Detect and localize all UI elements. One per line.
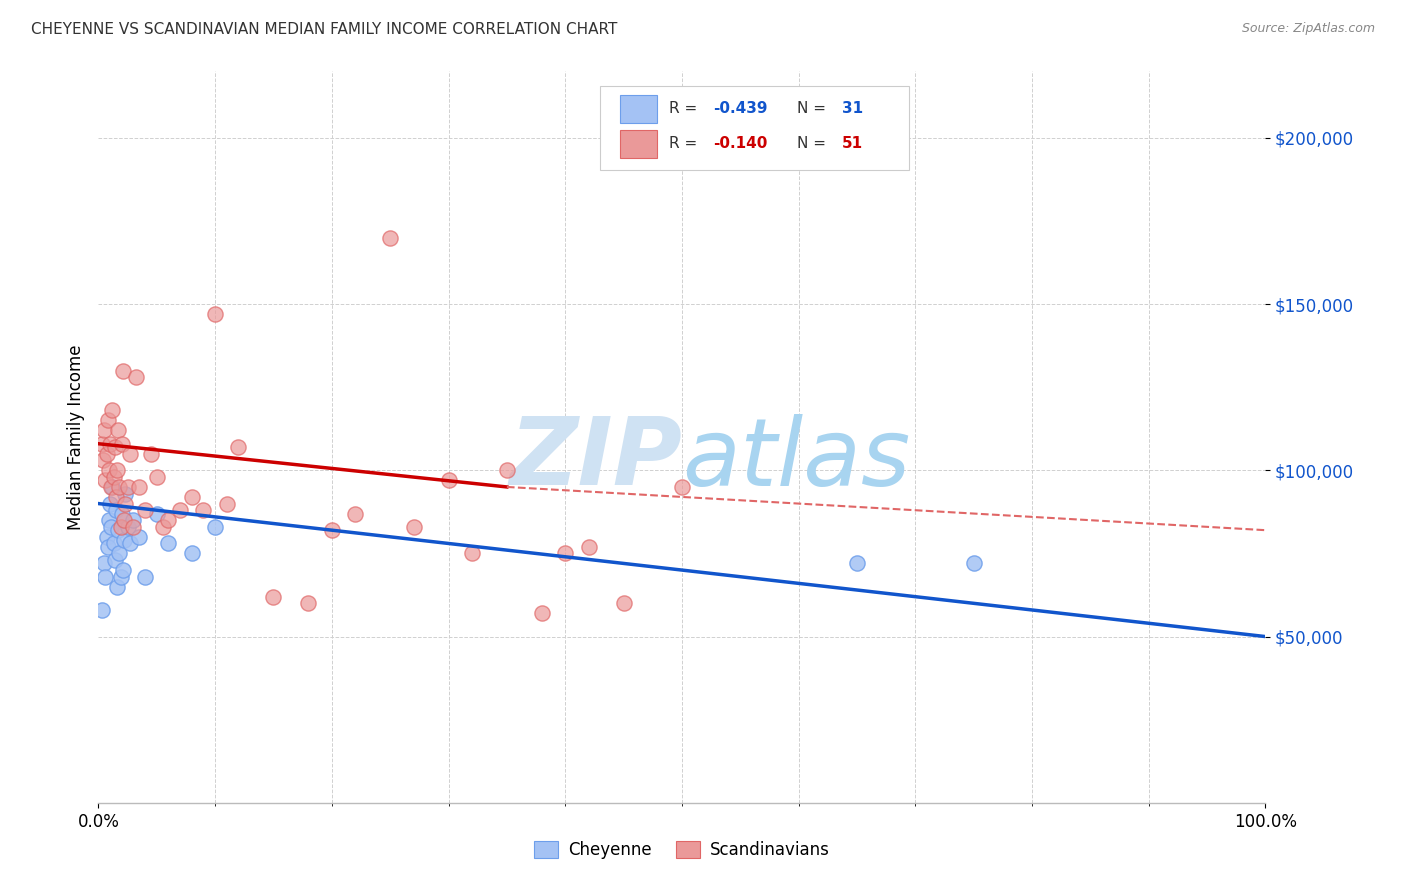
Point: [117, 520, 139, 534]
Point: [125, 370, 148, 384]
Point: [496, 463, 519, 477]
Point: [297, 596, 319, 610]
Point: [110, 570, 132, 584]
Point: [204, 520, 226, 534]
Point: [94, 473, 117, 487]
Point: [101, 403, 124, 417]
Point: [157, 536, 180, 550]
Point: [108, 546, 131, 560]
Point: [461, 546, 484, 560]
Y-axis label: Median Family Income: Median Family Income: [66, 344, 84, 530]
Point: [97, 513, 120, 527]
Point: [111, 563, 134, 577]
Point: [380, 230, 402, 244]
FancyBboxPatch shape: [600, 86, 910, 170]
Point: [104, 490, 127, 504]
Point: [110, 520, 132, 534]
Point: [180, 490, 202, 504]
Text: -0.439: -0.439: [713, 101, 768, 116]
Point: [103, 536, 125, 550]
Point: [204, 307, 226, 321]
Point: [146, 507, 169, 521]
Text: R =: R =: [669, 136, 702, 152]
Point: [846, 557, 869, 571]
Point: [101, 480, 124, 494]
Point: [157, 513, 180, 527]
Point: [107, 424, 129, 438]
Point: [111, 507, 134, 521]
Point: [93, 557, 115, 571]
Point: [122, 513, 145, 527]
Point: [100, 480, 122, 494]
Point: [262, 590, 284, 604]
Point: [112, 533, 135, 548]
Point: [671, 480, 693, 494]
Legend: Cheyenne, Scandinavians: Cheyenne, Scandinavians: [526, 833, 838, 868]
Point: [554, 546, 576, 560]
Point: [344, 507, 367, 521]
Point: [215, 497, 238, 511]
Point: [98, 497, 121, 511]
Point: [90, 436, 112, 450]
Point: [90, 603, 112, 617]
Point: [134, 503, 156, 517]
Point: [118, 447, 141, 461]
Point: [98, 436, 121, 450]
Point: [105, 463, 128, 477]
Point: [105, 580, 128, 594]
Point: [402, 520, 425, 534]
Point: [103, 470, 125, 484]
Point: [134, 570, 156, 584]
Point: [104, 553, 127, 567]
Point: [96, 447, 118, 461]
Point: [118, 536, 141, 550]
Point: [96, 530, 118, 544]
Point: [321, 523, 343, 537]
Text: atlas: atlas: [682, 414, 910, 505]
Point: [107, 523, 129, 537]
Point: [104, 440, 127, 454]
Point: [146, 470, 169, 484]
Point: [139, 447, 162, 461]
Point: [94, 570, 117, 584]
Point: [169, 503, 191, 517]
Point: [962, 557, 984, 571]
Point: [97, 540, 120, 554]
Point: [111, 363, 134, 377]
Point: [228, 440, 250, 454]
Point: [122, 520, 145, 534]
Text: ZIP: ZIP: [509, 413, 682, 505]
Point: [91, 453, 114, 467]
FancyBboxPatch shape: [620, 130, 658, 158]
Text: R =: R =: [669, 101, 702, 116]
Point: [104, 503, 127, 517]
Point: [100, 520, 122, 534]
Text: N =: N =: [797, 101, 831, 116]
Point: [93, 424, 115, 438]
Point: [152, 520, 174, 534]
Point: [108, 480, 131, 494]
Point: [613, 596, 636, 610]
Text: CHEYENNE VS SCANDINAVIAN MEDIAN FAMILY INCOME CORRELATION CHART: CHEYENNE VS SCANDINAVIAN MEDIAN FAMILY I…: [31, 22, 617, 37]
Point: [97, 463, 120, 477]
Point: [111, 436, 134, 450]
Point: [114, 486, 136, 500]
Point: [180, 546, 202, 560]
Text: 31: 31: [842, 101, 863, 116]
Point: [530, 607, 553, 621]
Point: [128, 530, 150, 544]
Point: [114, 497, 136, 511]
Text: N =: N =: [797, 136, 831, 152]
Point: [112, 513, 135, 527]
Point: [97, 413, 120, 427]
Text: -0.140: -0.140: [713, 136, 768, 152]
Point: [437, 473, 460, 487]
Point: [193, 503, 215, 517]
FancyBboxPatch shape: [620, 95, 658, 122]
Point: [578, 540, 600, 554]
Point: [117, 480, 139, 494]
Text: Source: ZipAtlas.com: Source: ZipAtlas.com: [1241, 22, 1375, 36]
Point: [128, 480, 150, 494]
Text: 51: 51: [842, 136, 863, 152]
